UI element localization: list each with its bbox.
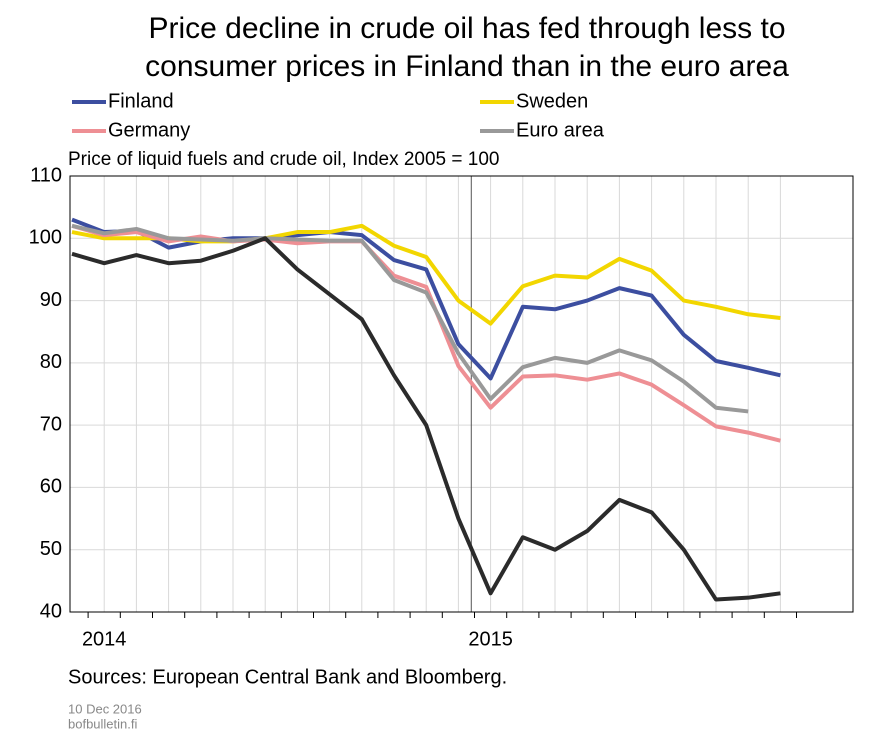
- chart-title: Price decline in crude oil has fed throu…: [148, 12, 785, 45]
- series-line: [71, 217, 781, 381]
- legend-label: Euro area: [516, 119, 605, 141]
- legend-label: Sweden: [516, 90, 588, 112]
- y-tick-label: 50: [40, 538, 62, 560]
- y-tick-label: 70: [40, 413, 62, 435]
- legend-label: Germany: [108, 119, 190, 141]
- subtitle: Price of liquid fuels and crude oil, Ind…: [68, 149, 499, 170]
- y-tick-label: 60: [40, 476, 62, 498]
- x-tick-label: 2014: [82, 628, 127, 650]
- series-line: [71, 236, 781, 602]
- y-tick-label: 90: [40, 289, 62, 311]
- legend-label: Finland: [108, 90, 174, 112]
- x-tick-label: 2015: [468, 628, 513, 650]
- plot-frame: [69, 175, 854, 613]
- date: 10 Dec 2016: [68, 701, 142, 716]
- source: Sources: European Central Bank and Bloom…: [68, 666, 507, 688]
- y-tick-label: 100: [29, 227, 62, 249]
- y-tick-label: 110: [30, 164, 62, 186]
- site: bofbulletin.fi: [68, 716, 137, 731]
- y-tick-label: 40: [40, 600, 62, 622]
- chart-title: consumer prices in Finland than in the e…: [145, 50, 789, 83]
- y-tick-label: 80: [40, 351, 62, 373]
- series-line: [71, 223, 749, 414]
